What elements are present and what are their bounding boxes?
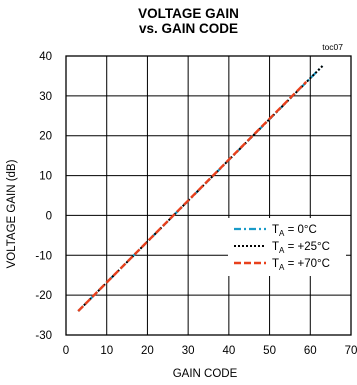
x-axis-label: GAIN CODE xyxy=(172,368,238,380)
x-tick-label-3: 30 xyxy=(182,345,195,357)
x-tick-label-0: 0 xyxy=(63,345,69,357)
chart-subtitle: vs. GAIN CODE xyxy=(138,21,239,36)
y-tick-label-4: 10 xyxy=(39,171,52,183)
x-tick-label-6: 60 xyxy=(304,345,317,357)
chart-title: VOLTAGE GAIN xyxy=(138,6,239,21)
legend-label-0: TA = 0°C xyxy=(272,224,317,238)
y-tick-label-6: 30 xyxy=(39,91,52,103)
y-tick-label-5: 20 xyxy=(39,131,52,143)
legend-label-1: TA = +25°C xyxy=(272,241,330,255)
series-line-2 xyxy=(77,81,308,312)
y-tick-label-0: -30 xyxy=(35,330,52,342)
x-tick-label-2: 20 xyxy=(141,345,154,357)
plot-frame xyxy=(65,55,352,336)
y-tick-label-7: 40 xyxy=(39,51,52,63)
chart-tag: toc07 xyxy=(322,42,343,52)
legend-label-2: TA = +70°C xyxy=(272,258,330,272)
y-tick-label-1: -20 xyxy=(35,290,52,302)
x-tick-label-1: 10 xyxy=(100,345,113,357)
x-tick-label-5: 50 xyxy=(263,345,276,357)
x-tick-label-4: 40 xyxy=(222,345,235,357)
y-tick-label-2: -10 xyxy=(35,250,52,262)
y-tick-label-3: 0 xyxy=(46,210,52,222)
x-tick-label-7: 70 xyxy=(345,345,357,357)
